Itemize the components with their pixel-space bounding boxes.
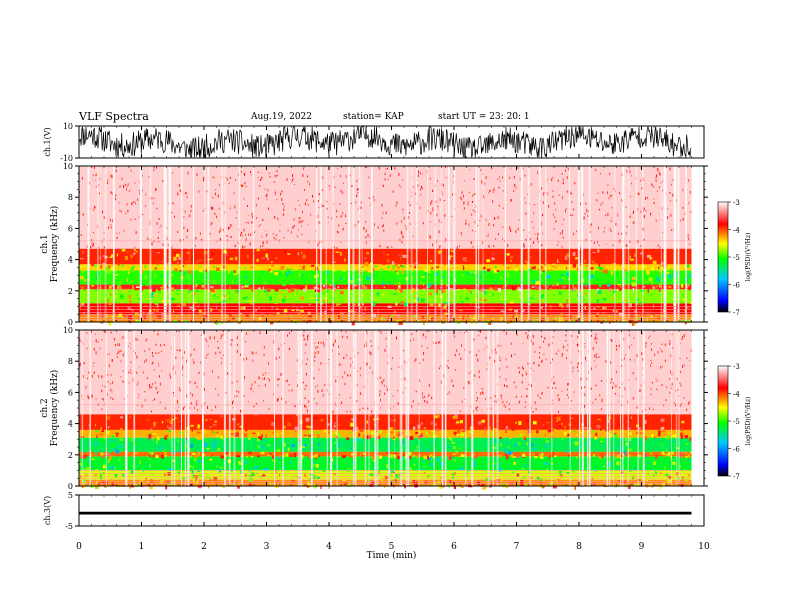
- y-tick-label: -10: [60, 154, 73, 163]
- impulse-streaks: [87, 166, 687, 322]
- y-tick-label: -5: [65, 522, 73, 531]
- spectrum-band: [79, 437, 692, 452]
- spectrum-band: [79, 470, 692, 480]
- colorbar-tick-label: -4: [733, 391, 740, 399]
- x-tick-label: 6: [451, 542, 457, 552]
- y-axis-label: ch.1(V): [43, 127, 52, 156]
- y-tick-label: 5: [68, 491, 73, 500]
- colorbar-tick-label: -7: [733, 309, 740, 317]
- start-time-label: start UT = 23: 20: 1: [438, 112, 530, 122]
- colorbar-tick-label: -3: [733, 199, 740, 207]
- no-data-area: [691, 166, 704, 322]
- spectrum-band: [79, 303, 692, 315]
- y-axis-label: ch.3(V): [43, 496, 52, 525]
- spectrum-band: [79, 414, 692, 430]
- y-tick-label: 0: [68, 318, 73, 327]
- spectrum-band: [79, 479, 692, 486]
- y-tick-label: 10: [63, 122, 73, 131]
- y-tick-label: 6: [68, 388, 73, 397]
- x-tick-label: 8: [576, 542, 582, 552]
- x-tick-label: 0: [76, 542, 82, 552]
- colorbar-tick-label: -6: [733, 446, 740, 454]
- y-axis-label: Frequency (kHz): [49, 370, 60, 447]
- panel-frame-3: [78, 494, 705, 527]
- y-tick-label: 6: [68, 224, 73, 233]
- no-data-area: [691, 330, 704, 486]
- colorbar-tick-label: -5: [733, 254, 740, 262]
- x-axis-label: Time (min): [367, 550, 417, 561]
- x-tick-label: 10: [698, 542, 710, 552]
- y-tick-label: 0: [68, 482, 73, 491]
- spectrum-band: [79, 456, 692, 471]
- spectrum-band: [79, 264, 692, 271]
- colorbar-tick-label: -7: [733, 473, 740, 481]
- y-tick-label: 10: [63, 326, 73, 335]
- y-tick-label: 2: [68, 287, 73, 296]
- colorbar: [717, 201, 729, 313]
- spectrum-band: [79, 451, 692, 457]
- colorbar-tick-label: -4: [733, 227, 740, 235]
- spectrum-band: [79, 284, 692, 290]
- x-tick-label: 3: [264, 542, 270, 552]
- colorbar-tick-label: -5: [733, 418, 740, 426]
- ch1-waveform-line: [78, 125, 692, 158]
- x-tick-label: 2: [201, 542, 207, 552]
- spectrum-band: [79, 289, 692, 304]
- y-tick-label: 4: [68, 420, 73, 429]
- x-tick-label: 9: [639, 542, 645, 552]
- spectrum-band: [79, 248, 692, 265]
- x-tick-label: 1: [139, 542, 145, 552]
- colorbar-label: log(PSD)(V²/Hz): [745, 233, 752, 282]
- y-tick-label: 8: [68, 357, 73, 366]
- spectrum-texture: [79, 166, 695, 326]
- chart-title: VLF Spectra: [79, 110, 149, 123]
- y-tick-label: 4: [68, 256, 73, 265]
- date-label: Aug.19, 2022: [251, 112, 312, 122]
- y-axis-label-channel: ch.1: [40, 234, 50, 253]
- y-tick-label: 10: [63, 162, 73, 171]
- colorbar-label: log(PSD)(V²/Hz): [745, 397, 752, 446]
- y-tick-label: 2: [68, 451, 73, 460]
- colorbar-tick-label: -3: [733, 363, 740, 371]
- spectrum-band: [79, 314, 692, 322]
- y-axis-label-channel: ch.2: [40, 398, 50, 417]
- station-label: station= KAP: [343, 112, 404, 122]
- x-tick-label: 5: [389, 542, 395, 552]
- x-tick-label: 4: [326, 542, 332, 552]
- x-tick-label: 7: [514, 542, 520, 552]
- colorbar: [717, 365, 729, 477]
- colorbar-tick-label: -6: [733, 282, 740, 290]
- spectrum-band: [79, 429, 692, 438]
- impulse-streaks: [81, 330, 680, 486]
- spectrum-band: [79, 330, 692, 415]
- y-axis-label: Frequency (kHz): [49, 206, 60, 283]
- ch3-waveform-band: [79, 511, 692, 515]
- y-tick-label: 8: [68, 193, 73, 202]
